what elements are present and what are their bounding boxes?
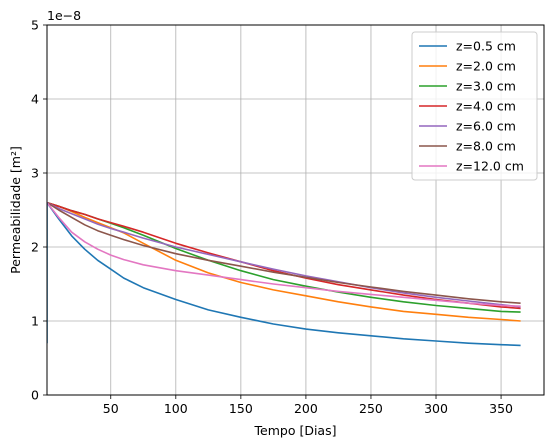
legend-label: z=4.0 cm [456, 99, 516, 114]
x-tick-label: 100 [164, 401, 188, 416]
legend-label: z=8.0 cm [456, 139, 516, 154]
series-line-z-0-5-cm [47, 202, 521, 347]
x-tick-label: 250 [359, 401, 383, 416]
y-axis-label: Permeabilidade [m²] [8, 146, 23, 274]
x-axis-label: Tempo [Dias] [254, 423, 337, 438]
x-tick-label: 350 [489, 401, 513, 416]
x-tick-label: 150 [229, 401, 253, 416]
y-tick-label: 3 [31, 166, 39, 181]
legend-label: z=0.5 cm [456, 39, 516, 54]
y-tick-label: 1 [31, 314, 39, 329]
y-tick-label: 4 [31, 92, 39, 107]
y-scale-multiplier: 1e−8 [47, 8, 81, 23]
series-line-z-2-0-cm [47, 201, 521, 322]
legend-label: z=2.0 cm [456, 59, 516, 74]
legend-label: z=3.0 cm [456, 79, 516, 94]
legend-box [411, 31, 538, 181]
y-tick-label: 0 [31, 388, 39, 403]
legend-label: z=12.0 cm [456, 159, 524, 174]
series-line-z-8-0-cm [47, 201, 521, 304]
plot-lines [47, 201, 521, 347]
x-tick-label: 200 [294, 401, 318, 416]
x-tick-label: 50 [103, 401, 119, 416]
legend: z=0.5 cm z=2.0 cm z=3.0 cm z=4.0 cm z=6.0 cm… [411, 31, 538, 181]
y-tick-label: 5 [31, 18, 39, 33]
series-line-z-12-0-cm [47, 202, 521, 307]
legend-label: z=6.0 cm [456, 119, 516, 134]
series-line-z-6-0-cm [47, 201, 521, 308]
axis-ticks: 50 100 150 200 250 300 350 0 1 2 3 4 5 [31, 18, 513, 417]
y-tick-label: 2 [31, 240, 39, 255]
axes-frame [46, 24, 545, 396]
x-tick-label: 300 [424, 401, 448, 416]
